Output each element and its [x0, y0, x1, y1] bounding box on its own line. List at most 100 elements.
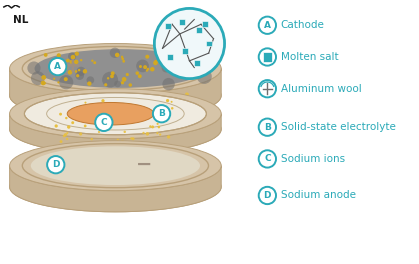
Circle shape	[171, 101, 173, 103]
Circle shape	[191, 60, 196, 65]
Circle shape	[180, 108, 184, 111]
Circle shape	[111, 71, 115, 75]
Circle shape	[177, 105, 180, 108]
Circle shape	[130, 137, 132, 139]
Circle shape	[185, 92, 189, 96]
Polygon shape	[10, 114, 221, 154]
Circle shape	[101, 101, 104, 105]
Circle shape	[43, 82, 46, 84]
Circle shape	[121, 140, 124, 143]
Circle shape	[69, 70, 72, 73]
Ellipse shape	[24, 93, 207, 135]
Circle shape	[154, 60, 158, 64]
Circle shape	[146, 69, 148, 72]
Circle shape	[136, 60, 149, 72]
Circle shape	[63, 135, 65, 137]
Circle shape	[139, 65, 142, 68]
Circle shape	[129, 83, 132, 87]
Bar	[166, 23, 171, 29]
Circle shape	[57, 81, 59, 83]
Circle shape	[110, 102, 114, 106]
Text: D: D	[264, 191, 271, 200]
Circle shape	[116, 139, 119, 141]
Circle shape	[114, 81, 121, 87]
Circle shape	[75, 51, 79, 56]
Circle shape	[65, 96, 68, 99]
Bar	[202, 21, 208, 27]
Circle shape	[49, 96, 52, 99]
Text: +: +	[63, 56, 81, 76]
Circle shape	[53, 78, 55, 80]
Circle shape	[259, 17, 276, 34]
Circle shape	[142, 132, 145, 134]
Circle shape	[67, 70, 72, 75]
Circle shape	[167, 135, 170, 139]
Circle shape	[27, 62, 41, 75]
Ellipse shape	[34, 49, 206, 88]
Circle shape	[150, 68, 154, 71]
Circle shape	[177, 106, 180, 109]
Circle shape	[121, 81, 124, 84]
Circle shape	[147, 101, 151, 105]
Circle shape	[83, 69, 87, 74]
Circle shape	[121, 56, 123, 58]
Circle shape	[163, 78, 175, 90]
Bar	[206, 41, 212, 46]
Circle shape	[259, 119, 276, 136]
Circle shape	[49, 58, 66, 75]
Circle shape	[78, 69, 80, 71]
Circle shape	[101, 109, 103, 111]
Circle shape	[171, 107, 173, 110]
Circle shape	[84, 125, 87, 127]
Text: Sodium ions: Sodium ions	[281, 154, 345, 164]
Circle shape	[149, 125, 152, 128]
Bar	[194, 60, 200, 66]
Circle shape	[68, 52, 76, 60]
Circle shape	[85, 102, 86, 104]
Circle shape	[159, 133, 161, 136]
Circle shape	[65, 117, 67, 119]
Circle shape	[110, 74, 114, 78]
Circle shape	[189, 70, 191, 72]
Text: Solid-state electrolyte: Solid-state electrolyte	[281, 122, 396, 132]
Circle shape	[59, 140, 62, 143]
Circle shape	[150, 67, 155, 71]
Circle shape	[71, 55, 75, 59]
Polygon shape	[10, 166, 221, 212]
Bar	[263, 52, 272, 62]
Circle shape	[95, 114, 113, 131]
Circle shape	[87, 76, 94, 84]
Circle shape	[170, 146, 173, 149]
Text: C: C	[101, 118, 107, 127]
Circle shape	[71, 121, 74, 124]
Circle shape	[155, 103, 158, 106]
Circle shape	[122, 57, 124, 60]
Circle shape	[138, 102, 141, 105]
Circle shape	[80, 101, 83, 104]
Circle shape	[41, 81, 45, 85]
Ellipse shape	[67, 102, 154, 125]
Circle shape	[68, 100, 72, 103]
Circle shape	[153, 61, 158, 65]
Text: C: C	[264, 154, 271, 163]
Circle shape	[59, 75, 73, 89]
Circle shape	[158, 126, 160, 128]
Text: Aluminum wool: Aluminum wool	[281, 84, 362, 94]
Circle shape	[176, 64, 186, 75]
Circle shape	[76, 74, 79, 77]
Circle shape	[79, 133, 82, 135]
Circle shape	[160, 50, 164, 54]
Text: B: B	[264, 123, 271, 132]
Circle shape	[91, 59, 93, 62]
Circle shape	[160, 106, 163, 109]
Circle shape	[138, 74, 142, 78]
Ellipse shape	[10, 141, 221, 191]
Circle shape	[64, 133, 67, 136]
Text: B: B	[158, 109, 165, 118]
Circle shape	[167, 60, 182, 74]
Circle shape	[122, 77, 127, 82]
Bar	[182, 48, 188, 54]
Circle shape	[147, 68, 149, 70]
Circle shape	[87, 104, 90, 106]
Circle shape	[74, 60, 78, 64]
